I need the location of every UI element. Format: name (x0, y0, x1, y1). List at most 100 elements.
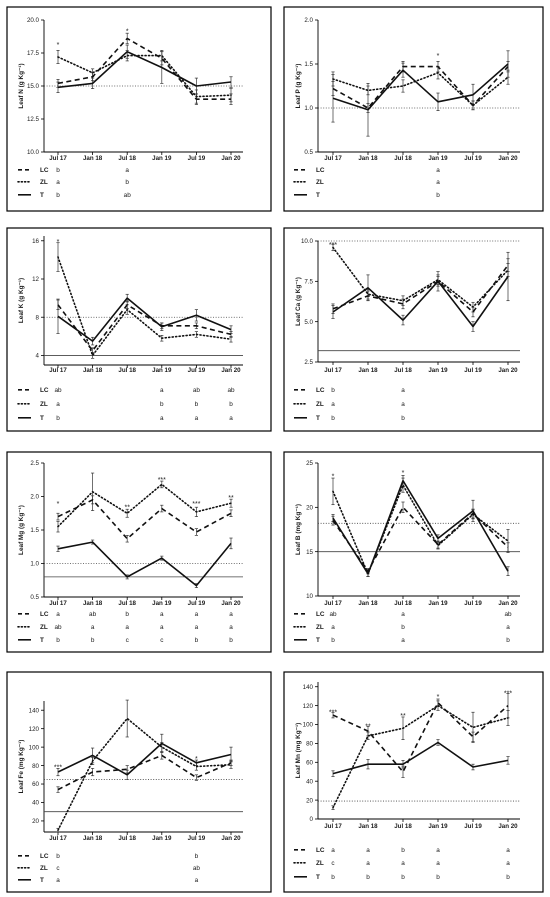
significance-letter: a (125, 167, 129, 174)
chart-panel-8: 0 20 40 60 80 100 120 140 Jul 17 Jan 18 Jul 18 Jan … (283, 671, 544, 893)
legend-label: ZL (40, 865, 48, 872)
series-line-t (57, 297, 232, 342)
y-tick-label: 40 (32, 800, 39, 807)
significance-letter: ab (193, 387, 201, 394)
significance-letter: b (331, 415, 335, 422)
significance-letter: a (436, 167, 440, 174)
legend-label: T (40, 192, 44, 199)
significance-asterisk: ** (228, 495, 234, 502)
legend-label: T (40, 415, 44, 422)
series-line-t (57, 50, 232, 89)
significance-asterisk: ** (400, 713, 406, 720)
y-tick-label: 0.5 (304, 149, 313, 156)
x-tick-label: Jan 18 (83, 367, 103, 374)
x-tick-label: Jul 19 (188, 155, 206, 162)
x-tick-label: Jan 19 (152, 155, 172, 162)
series-line-t (332, 63, 509, 111)
legend-label: ZL (316, 401, 324, 408)
significance-asterisk: * (437, 694, 440, 701)
x-tick-label: Jul 18 (118, 155, 136, 162)
significance-asterisk: * (57, 239, 60, 246)
significance-letter: a (56, 179, 60, 186)
significance-letter: a (195, 611, 199, 618)
significance-letter: c (56, 865, 60, 872)
significance-letter: b (331, 387, 335, 394)
series-line-lc (57, 303, 232, 352)
x-tick-label: Jan 20 (221, 835, 241, 842)
significance-letter: b (160, 401, 164, 408)
y-tick-label: 140 (29, 707, 40, 714)
series-line-lc (332, 264, 509, 313)
y-tick-label: 120 (29, 726, 40, 733)
significance-letter: a (401, 387, 405, 394)
significance-letter: a (229, 624, 233, 631)
y-tick-label: 12.5 (27, 116, 40, 123)
y-tick-label: 20.0 (27, 17, 40, 24)
chart-panel-2: 0.5 1.0 1.5 2.0 Jul 17 Jan 18 Jul 18 Jan 19 Jul … (283, 6, 544, 212)
chart-panel-4: 2.5 5.0 7.5 10.0 Jul 17 Jan 18 Jul 18 Jan 19 Jul… (283, 227, 544, 432)
significance-letter: a (195, 624, 199, 631)
y-axis-label: Leaf Mg (g Kg⁻¹) (18, 505, 25, 555)
series-line-t (57, 742, 232, 776)
legend-label: T (40, 877, 44, 884)
significance-letter: a (401, 401, 405, 408)
significance-asterisk: *** (54, 765, 62, 772)
legend-label: LC (316, 167, 325, 174)
x-tick-label: Jan 20 (498, 600, 518, 607)
x-tick-label: Jan 20 (498, 367, 518, 374)
significance-asterisk: * (195, 756, 198, 763)
significance-letter: a (366, 860, 370, 867)
x-tick-label: Jul 19 (464, 367, 482, 374)
y-tick-label: 10.0 (301, 238, 314, 245)
series-line-zl (57, 717, 232, 832)
significance-asterisk: *** (329, 242, 337, 249)
significance-letter: c (331, 860, 335, 867)
significance-letter: ab (227, 387, 235, 394)
y-tick-label: 80 (306, 741, 313, 748)
legend-label: ZL (316, 860, 324, 867)
y-axis-label: Leaf Fe (mg Kg⁻¹) (18, 740, 25, 794)
y-tick-label: 40 (306, 778, 313, 785)
significance-letter: a (195, 415, 199, 422)
significance-letter: b (331, 637, 335, 644)
y-tick-label: 120 (303, 703, 314, 710)
x-tick-label: Jul 18 (118, 367, 136, 374)
legend-label: LC (40, 611, 49, 618)
significance-letter: b (506, 637, 510, 644)
y-tick-label: 100 (29, 744, 40, 751)
significance-letter: a (56, 877, 60, 884)
x-tick-label: Jul 17 (324, 823, 342, 830)
significance-letter: c (160, 637, 164, 644)
y-tick-label: 1.0 (30, 561, 39, 568)
significance-letter: b (229, 401, 233, 408)
significance-letter: a (91, 624, 95, 631)
y-tick-label: 20 (32, 818, 39, 825)
significance-letter: a (331, 847, 335, 854)
y-axis-label: Leaf Ca (g Kg⁻¹) (295, 277, 302, 326)
y-tick-label: 2.5 (30, 460, 39, 467)
legend-label: ZL (40, 401, 48, 408)
series-line-zl (332, 484, 509, 575)
x-tick-label: Jul 18 (118, 600, 136, 607)
x-tick-label: Jan 20 (498, 155, 518, 162)
significance-letter: a (160, 415, 164, 422)
x-tick-label: Jul 17 (49, 835, 67, 842)
legend-label: T (316, 637, 320, 644)
x-tick-label: Jul 19 (464, 155, 482, 162)
significance-letter: a (56, 401, 60, 408)
series-line-lc (57, 37, 231, 100)
x-tick-label: Jul 17 (324, 155, 342, 162)
significance-letter: a (436, 179, 440, 186)
series-line-t (332, 276, 509, 328)
y-tick-label: 20 (306, 505, 313, 512)
y-tick-label: 5.0 (304, 319, 313, 326)
panel-border (6, 671, 272, 893)
y-tick-label: 2.5 (304, 359, 313, 366)
x-tick-label: Jan 18 (83, 600, 103, 607)
significance-asterisk: *** (504, 690, 512, 697)
y-axis-label: Leaf N (g Kg⁻¹) (18, 63, 25, 108)
y-tick-label: 0.5 (30, 594, 39, 601)
chart-panel-6: 10 15 20 25 Jul 17 Jan 18 Jul 18 Jan 19 Jul 19 Ja… (283, 451, 544, 653)
x-tick-label: Jan 19 (152, 835, 172, 842)
